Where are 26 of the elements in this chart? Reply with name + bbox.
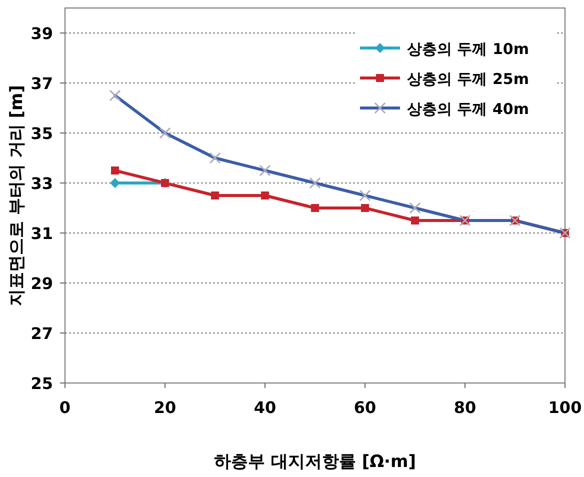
legend-label: 상층의 두께 40m [407,100,529,118]
y-tick-label: 29 [30,274,53,293]
point [311,204,319,212]
point [411,216,419,224]
x-tick-label: 60 [354,398,376,417]
x-tick-label: 100 [548,398,582,417]
point [110,178,120,188]
y-tick-label: 25 [30,374,53,393]
point [261,192,269,200]
legend-label: 상층의 두께 10m [407,40,529,58]
x-axis-title: 하층부 대지저항률 [Ω·m] [214,452,416,472]
point [361,204,369,212]
point [111,166,119,174]
y-tick-label: 37 [30,74,53,93]
legend-label: 상층의 두께 25m [407,70,529,88]
x-tick-label: 0 [59,398,71,417]
x-tick-label: 20 [154,398,176,417]
x-tick-label: 80 [454,398,476,417]
x-tick-label: 40 [254,398,276,417]
y-tick-label: 27 [30,324,53,343]
y-axis-title: 지표면으로 부터의 거리 [m] [7,84,27,306]
y-tick-label: 35 [30,124,53,143]
point [211,192,219,200]
y-tick-label: 33 [30,174,53,193]
y-tick-label: 39 [30,24,53,43]
y-tick-label: 31 [30,224,53,243]
